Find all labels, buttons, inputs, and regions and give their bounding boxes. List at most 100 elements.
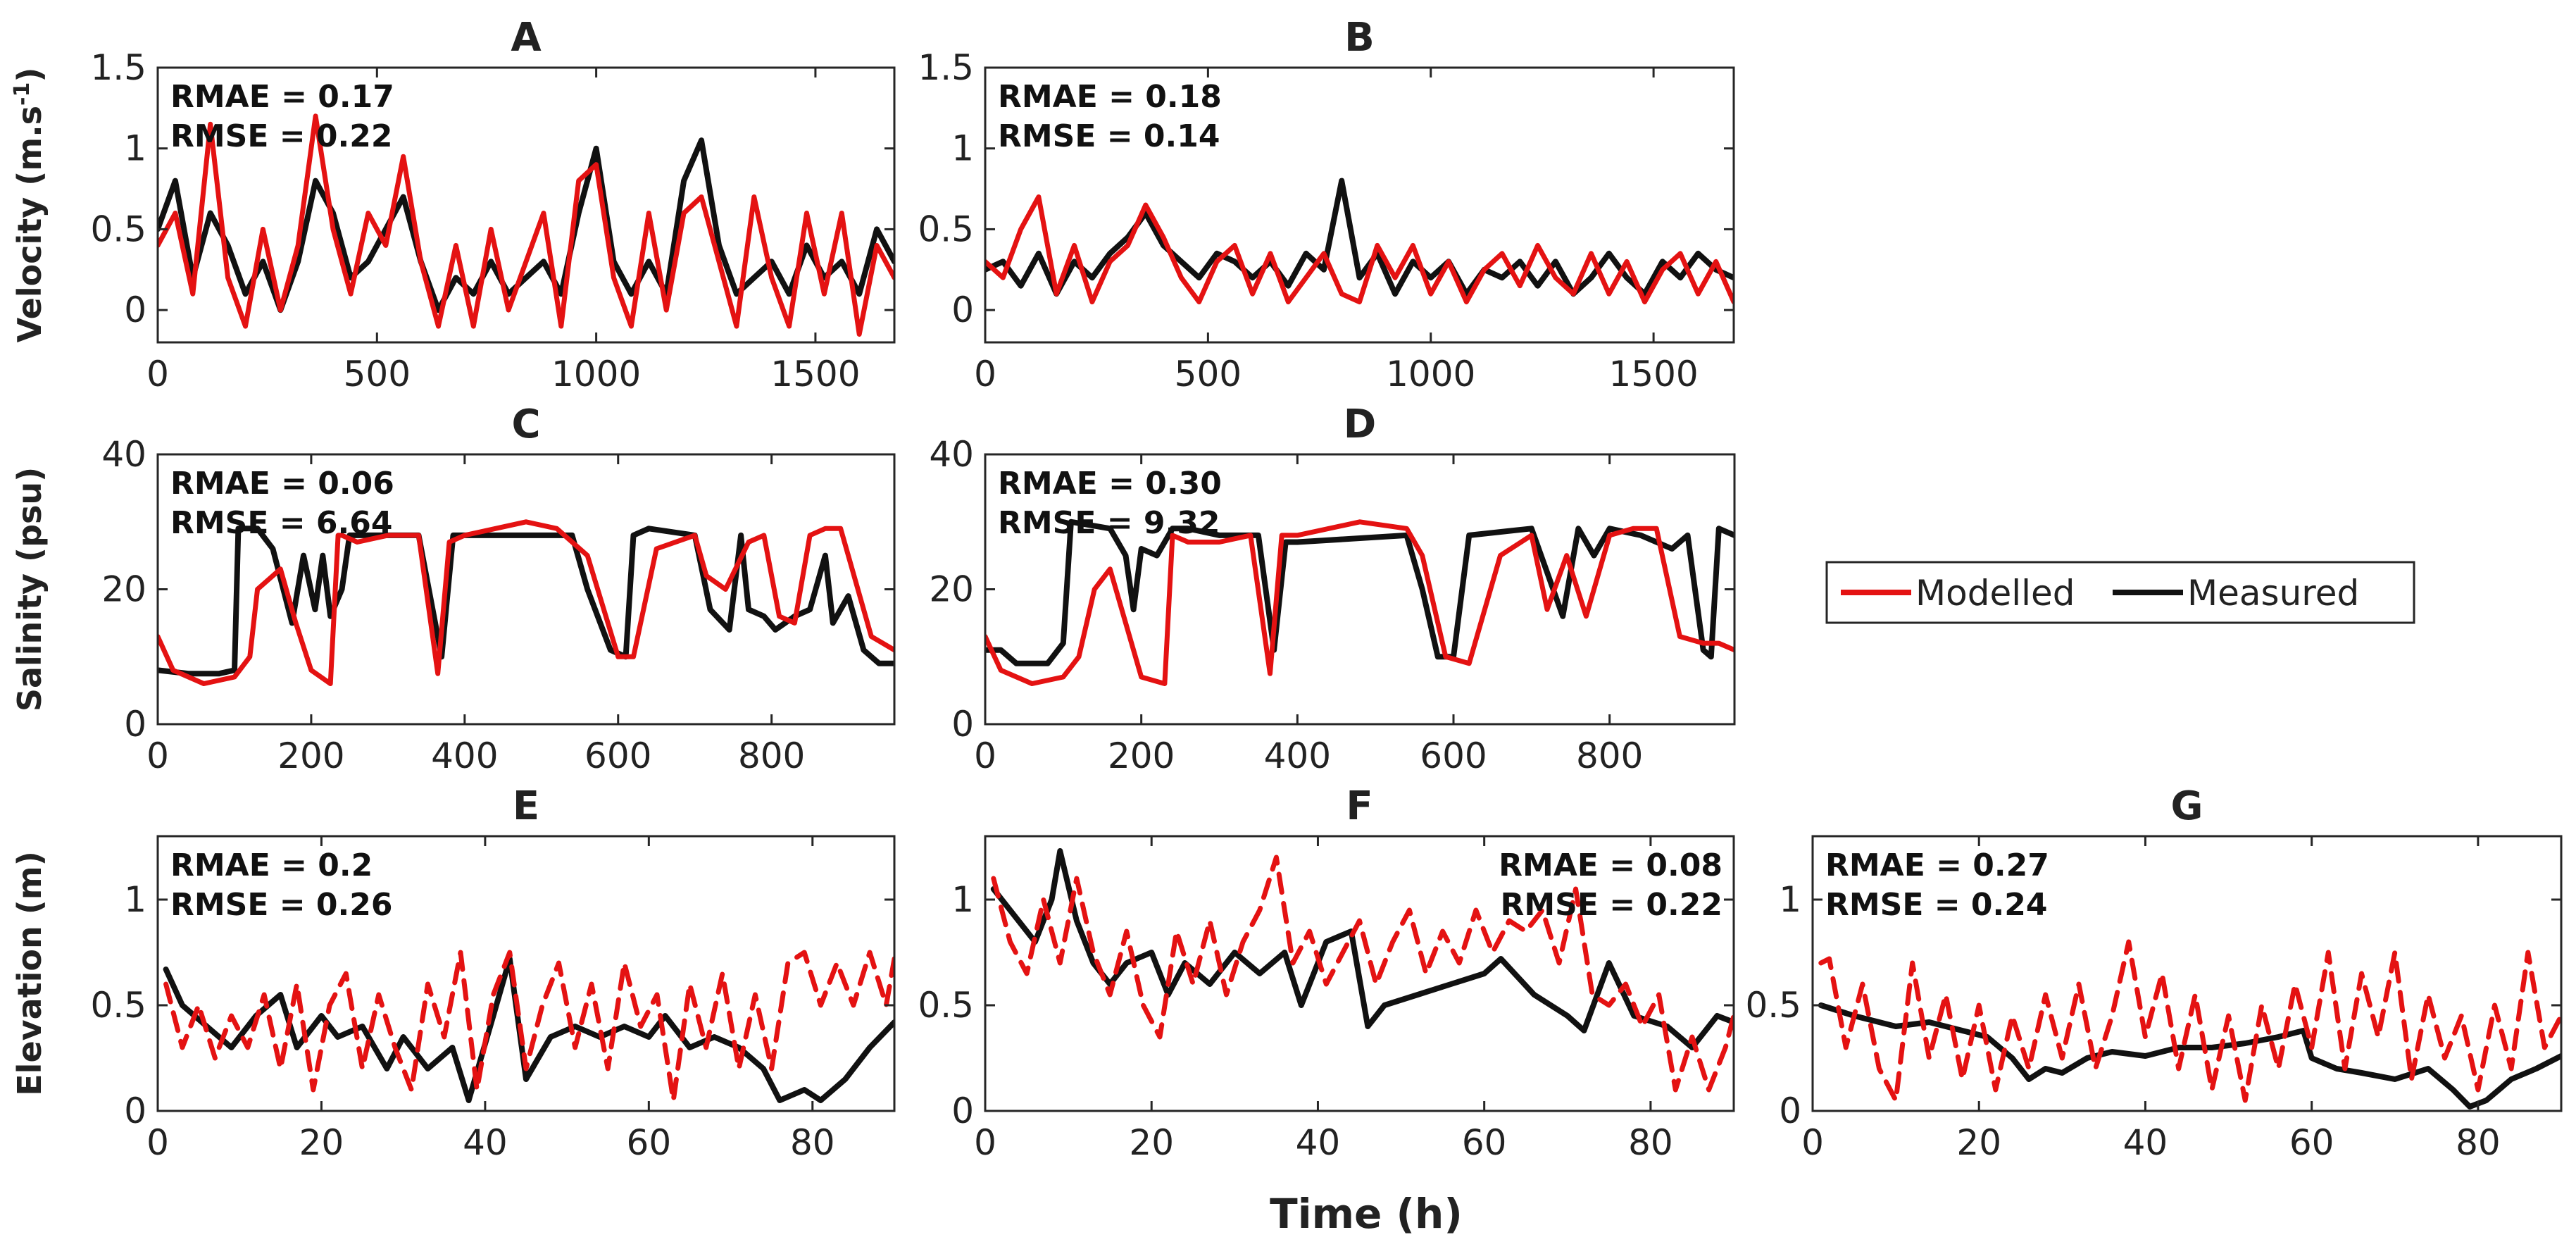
- x-tick-label: 400: [431, 735, 498, 776]
- stats-annotation: RMAE = 0.06: [170, 466, 394, 502]
- x-tick-label: 0: [974, 354, 996, 394]
- x-tick-label: 600: [584, 735, 651, 776]
- x-tick-label: 80: [2456, 1122, 2501, 1163]
- x-tick-label: 20: [1956, 1122, 2001, 1163]
- x-tick-label: 0: [146, 735, 169, 776]
- x-tick-label: 60: [627, 1122, 672, 1163]
- y-axis-label-text: Velocity (m.s: [11, 106, 49, 343]
- y-tick-label: 1: [951, 879, 974, 920]
- y-tick-label: 20: [101, 569, 146, 610]
- x-tick-label: 60: [1462, 1122, 1507, 1163]
- axes-box-g: [1811, 835, 2563, 1112]
- series-measured-line-d: [985, 518, 1734, 666]
- stats-annotation: RMAE = 0.2: [170, 847, 373, 883]
- panel-title: D: [1344, 402, 1376, 447]
- y-tick-label: 0: [1779, 1090, 1801, 1131]
- y-tick-label: 0: [124, 290, 146, 330]
- stats-annotation: RMSE = 0.24: [1825, 887, 2047, 923]
- axes-box-a: [156, 66, 896, 344]
- y-axis-label-text: Salinity (psu): [11, 467, 49, 712]
- x-tick-label: 0: [974, 735, 996, 776]
- y-tick-label: 0: [951, 704, 974, 745]
- panel-title: C: [511, 402, 540, 447]
- series-modelled-line-b: [985, 194, 1734, 305]
- panel-title: A: [511, 15, 542, 61]
- legend-modelled-label: Modelled: [1915, 573, 2075, 614]
- y-tick-label: 1: [951, 128, 974, 169]
- x-tick-label: 200: [277, 735, 344, 776]
- x-tick-label: 60: [2289, 1122, 2334, 1163]
- x-tick-label: 0: [1801, 1122, 1824, 1163]
- axes-box-b: [984, 66, 1735, 344]
- y-axis-label-close: ): [11, 68, 49, 82]
- y-tick-label: 0.5: [90, 209, 146, 249]
- panel-title: E: [513, 783, 539, 829]
- x-tick-label: 1500: [770, 354, 860, 394]
- y-axis-label-text: Elevation (m): [11, 851, 49, 1096]
- x-tick-label: 800: [1576, 735, 1643, 776]
- panel-g: 0 20 40 60 80 0 0.5 1 G RMAE = 0.27 RMSE = 0.24: [1745, 783, 2563, 1163]
- y-tick-label: 0: [124, 1090, 146, 1131]
- stats-annotation: RMAE = 0.17: [170, 79, 394, 115]
- x-tick-label: 1500: [1608, 354, 1698, 394]
- series-modelled-line-c: [158, 519, 894, 686]
- x-tick-label: 0: [146, 1122, 169, 1163]
- x-tick-label: 40: [463, 1122, 508, 1163]
- x-tick-label: 40: [2123, 1122, 2168, 1163]
- y-tick-label: 0.5: [918, 209, 974, 249]
- y-axis-label: Salinity (psu): [11, 467, 49, 712]
- y-tick-label: 40: [929, 434, 974, 475]
- panel-e: 0 20 40 60 80 0 0.5 1 E Elevation (m) RMAE = 0.2 RM…: [11, 783, 896, 1163]
- series-modelled-line-a: [158, 113, 894, 337]
- y-axis-label-superscript: -1: [10, 82, 35, 106]
- stats-annotation: RMSE = 0.22: [170, 118, 392, 154]
- series-modelled-line-f: [991, 855, 1734, 1093]
- series-modelled-line-e: [163, 950, 894, 1103]
- panel-title: B: [1344, 15, 1375, 61]
- x-tick-label: 200: [1108, 735, 1175, 776]
- stats-annotation: RMAE = 0.18: [998, 79, 1222, 115]
- series-measured-line-f: [990, 848, 1734, 1050]
- x-tick-label: 400: [1264, 735, 1331, 776]
- y-tick-label: 0.5: [918, 985, 974, 1026]
- x-tick-label: 500: [1175, 354, 1242, 394]
- stats-annotation: RMAE = 0.27: [1825, 847, 2049, 883]
- y-tick-label: 1: [124, 128, 146, 169]
- y-tick-label: 0.5: [1745, 985, 1801, 1026]
- x-tick-label: 1000: [1386, 354, 1475, 394]
- stats-annotation: RMAE = 0.08: [1499, 847, 1722, 883]
- y-tick-label: 1.5: [918, 47, 974, 88]
- y-tick-label: 0: [951, 1090, 974, 1131]
- stats-annotation: RMAE = 0.30: [998, 466, 1222, 502]
- y-tick-label: 1.5: [90, 47, 146, 88]
- x-tick-label: 500: [344, 354, 411, 394]
- y-axis-label: Velocity (m.s-1): [10, 68, 49, 343]
- y-tick-label: 0: [951, 290, 974, 330]
- y-tick-label: 0: [124, 704, 146, 745]
- y-tick-label: 1: [1779, 879, 1801, 920]
- stats-annotation: RMSE = 0.26: [170, 887, 392, 923]
- y-tick-label: 0.5: [90, 985, 146, 1026]
- x-tick-label: 80: [1628, 1122, 1673, 1163]
- panel-title: G: [2171, 783, 2203, 829]
- x-tick-label: 1000: [551, 354, 641, 394]
- x-tick-label: 40: [1296, 1122, 1341, 1163]
- x-tick-label: 800: [738, 735, 805, 776]
- panel-title: F: [1346, 783, 1373, 829]
- x-tick-label: 600: [1420, 735, 1487, 776]
- y-tick-label: 1: [124, 879, 146, 920]
- y-tick-label: 40: [101, 434, 146, 475]
- stats-annotation: RMSE = 6.64: [170, 505, 392, 541]
- series-modelled-line-d: [985, 519, 1734, 686]
- series-measured-line-g: [1818, 1002, 2561, 1110]
- figure-x-axis-label: Time (h): [1270, 1190, 1463, 1238]
- stats-annotation: RMSE = 9.32: [998, 505, 1220, 541]
- panel-a: 0 500 1000 1500 0 0.5 1 1.5 A Velocity (m.s-1) RMA…: [10, 15, 896, 394]
- series-modelled-line-g: [1818, 939, 2561, 1103]
- x-tick-label: 20: [1129, 1122, 1174, 1163]
- x-tick-label: 20: [299, 1122, 344, 1163]
